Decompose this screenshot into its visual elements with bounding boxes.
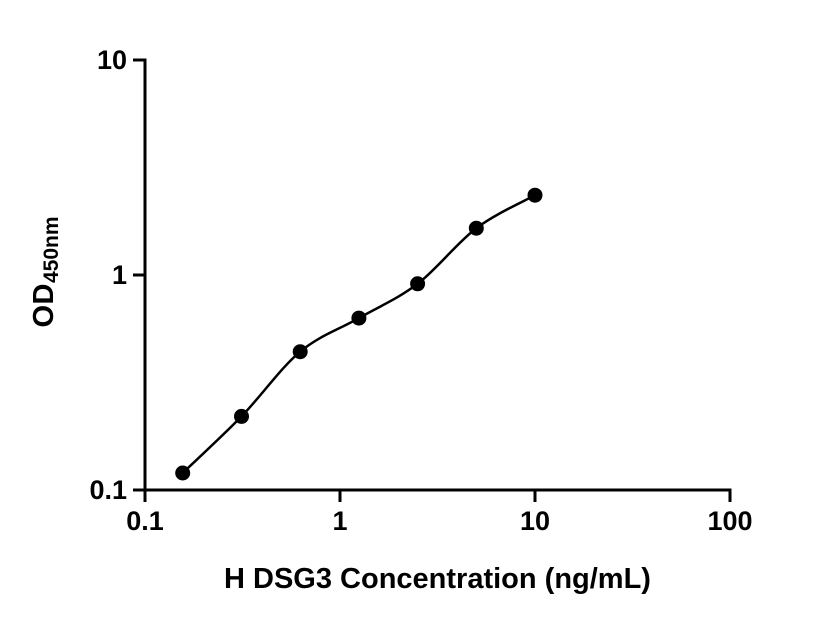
x-tick-label: 1 <box>332 506 347 536</box>
y-axis-title-main: OD <box>28 283 60 328</box>
y-axis-title: OD450nm <box>28 216 64 327</box>
fit-curve <box>181 194 536 474</box>
data-point <box>410 276 426 292</box>
x-tick-label: 10 <box>520 506 550 536</box>
y-tick-label: 0.1 <box>89 475 127 505</box>
data-point <box>175 465 191 481</box>
x-axis-title: H DSG3 Concentration (ng/mL) <box>224 563 651 595</box>
data-point <box>351 310 367 326</box>
x-tick-label: 100 <box>707 506 752 536</box>
data-point <box>527 187 543 203</box>
data-point <box>468 220 484 236</box>
y-tick-label: 1 <box>112 260 127 290</box>
data-point <box>234 408 249 424</box>
y-tick-label: 10 <box>97 45 127 75</box>
data-point <box>292 344 308 360</box>
y-axis-title-subscript: 450nm <box>40 216 63 284</box>
x-tick-label: 0.1 <box>126 506 164 536</box>
